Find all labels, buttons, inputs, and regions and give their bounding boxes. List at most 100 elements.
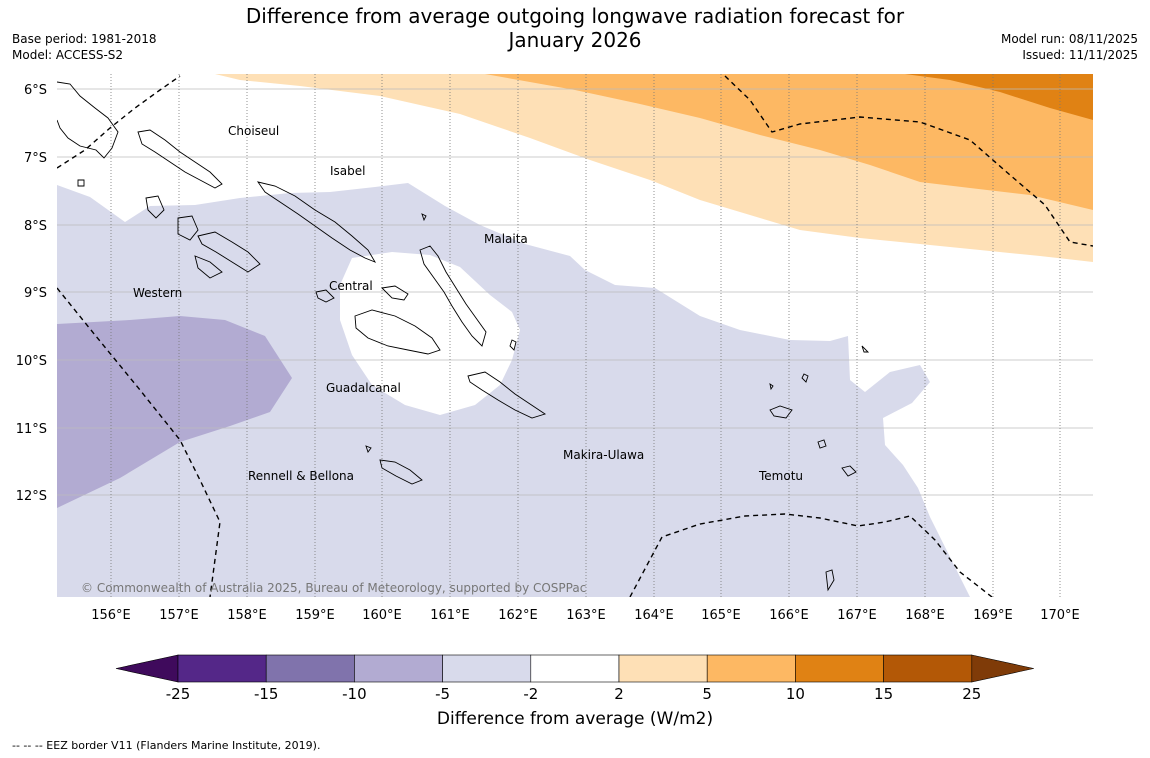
colorbar-tick-label: -5 bbox=[435, 685, 450, 703]
island-guadalcanal bbox=[354, 309, 441, 355]
lat-label: 9°S bbox=[24, 286, 47, 301]
anomaly-band-10-15 bbox=[905, 74, 1093, 120]
colorbar-swatch bbox=[883, 654, 973, 683]
latitude-gridlines bbox=[57, 88, 1093, 496]
lon-label: 158°E bbox=[227, 608, 267, 623]
island-russell bbox=[315, 289, 335, 303]
map-title: Difference from average outgoing longwav… bbox=[0, 4, 1150, 52]
colorbar-title: Difference from average (W/m2) bbox=[436, 709, 714, 729]
latitude-labels: 6°S 7°S 8°S 9°S 10°S 11°S 12°S bbox=[16, 83, 47, 504]
title-line-1: Difference from average outgoing longwav… bbox=[245, 4, 905, 28]
lon-label: 160°E bbox=[362, 608, 402, 623]
island-small-5 bbox=[365, 445, 372, 453]
lon-label: 166°E bbox=[769, 608, 809, 623]
region-label-choiseul: Choiseul bbox=[228, 124, 279, 138]
colorbar-swatch bbox=[530, 654, 620, 683]
base-period: Base period: 1981-2018 bbox=[12, 32, 157, 46]
colorbar-extend-low bbox=[115, 654, 179, 683]
region-label-temotu: Temotu bbox=[758, 469, 803, 483]
lat-label: 12°S bbox=[16, 489, 47, 504]
region-label-malaita: Malaita bbox=[484, 232, 528, 246]
island-new-georgia bbox=[177, 215, 261, 279]
region-label-makira-ulawa: Makira-Ulawa bbox=[563, 448, 644, 462]
map: Choiseul Isabel Malaita Western Central … bbox=[16, 74, 1093, 623]
island-bougainville bbox=[57, 81, 119, 159]
island-vanikoro bbox=[841, 465, 857, 477]
lon-label: 156°E bbox=[91, 608, 131, 623]
colorbar-extend-high bbox=[971, 654, 1034, 683]
colorbar-tick-label: -2 bbox=[523, 685, 538, 703]
lon-label: 162°E bbox=[498, 608, 538, 623]
colorbar-swatch bbox=[706, 654, 796, 683]
meta-left: Base period: 1981-2018 Model: ACCESS-S2 bbox=[12, 31, 157, 63]
island-tikopia bbox=[825, 569, 835, 592]
islands bbox=[57, 81, 870, 592]
island-malaita bbox=[419, 245, 487, 347]
colorbar-tick-label: -15 bbox=[254, 685, 279, 703]
eez-borders bbox=[57, 75, 1093, 597]
colorbar-tick-label: 15 bbox=[874, 685, 893, 703]
longitude-labels: 156°E 157°E 158°E 159°E 160°E 161°E 162°… bbox=[91, 608, 1080, 623]
eez-border-north-east bbox=[724, 75, 1093, 247]
lat-label: 6°S bbox=[24, 83, 47, 98]
lon-label: 169°E bbox=[973, 608, 1013, 623]
colorbar-tick-label: 25 bbox=[962, 685, 981, 703]
region-label-central: Central bbox=[329, 279, 373, 293]
colorbar-tick-label: 10 bbox=[786, 685, 805, 703]
colorbar-swatch bbox=[265, 654, 355, 683]
colorbar-swatch bbox=[354, 654, 443, 683]
meta-right: Model run: 08/11/2025 Issued: 11/11/2025 bbox=[1001, 31, 1138, 63]
lon-label: 164°E bbox=[634, 608, 674, 623]
colorbar-swatch bbox=[177, 654, 267, 683]
lon-label: 157°E bbox=[159, 608, 199, 623]
region-label-guadalcanal: Guadalcanal bbox=[326, 381, 401, 395]
lon-label: 163°E bbox=[566, 608, 606, 623]
region-label-isabel: Isabel bbox=[330, 164, 365, 178]
eez-footnote: -- -- -- EEZ border V11 (Flanders Marine… bbox=[12, 739, 321, 752]
island-florida bbox=[381, 285, 409, 301]
island-small-6 bbox=[77, 179, 85, 187]
island-choiseul bbox=[137, 129, 223, 189]
eez-border-south bbox=[629, 513, 993, 597]
model-name: Model: ACCESS-S2 bbox=[12, 48, 124, 62]
colorbar-swatch bbox=[795, 654, 884, 683]
island-small-3 bbox=[509, 339, 517, 351]
island-reef bbox=[801, 373, 809, 383]
island-small-1 bbox=[769, 383, 774, 391]
region-labels: Choiseul Isabel Malaita Western Central … bbox=[133, 124, 803, 483]
lat-label: 10°S bbox=[16, 354, 47, 369]
colorbar-swatch bbox=[442, 654, 532, 683]
region-label-western: Western bbox=[133, 286, 182, 300]
map-plot-area: Choiseul Isabel Malaita Western Central … bbox=[57, 74, 1093, 597]
colorbar-tick-label: 2 bbox=[614, 685, 624, 703]
region-label-rennell-bellona: Rennell & Bellona bbox=[248, 469, 354, 483]
island-rennell bbox=[379, 459, 423, 485]
lat-label: 11°S bbox=[16, 422, 47, 437]
lon-label: 159°E bbox=[295, 608, 335, 623]
island-vella-lavella bbox=[145, 195, 165, 219]
lon-label: 161°E bbox=[430, 608, 470, 623]
lon-label: 165°E bbox=[701, 608, 741, 623]
anomaly-band-5-10 bbox=[485, 74, 1093, 210]
island-makira bbox=[467, 371, 547, 419]
island-santa-cruz bbox=[769, 405, 793, 419]
colorbar-segments bbox=[115, 654, 1034, 683]
island-utupua bbox=[817, 439, 827, 449]
colorbar-ticks: -25 -15 -10 -5 -2 2 5 10 15 25 bbox=[166, 685, 982, 703]
lat-label: 8°S bbox=[24, 219, 47, 234]
colorbar-tick-label: -10 bbox=[342, 685, 367, 703]
island-isabel bbox=[256, 181, 377, 263]
colorbar-tick-label: 5 bbox=[702, 685, 712, 703]
lon-label: 168°E bbox=[905, 608, 945, 623]
lon-label: 167°E bbox=[837, 608, 877, 623]
model-run: Model run: 08/11/2025 bbox=[1000, 32, 1138, 46]
island-small-4 bbox=[421, 213, 427, 222]
lat-label: 7°S bbox=[24, 151, 47, 166]
colorbar-swatch bbox=[618, 654, 708, 683]
copyright-notice: © Commonwealth of Australia 2025, Bureau… bbox=[81, 581, 586, 595]
longitude-gridlines bbox=[110, 74, 1061, 597]
colorbar-tick-label: -25 bbox=[166, 685, 191, 703]
lon-label: 170°E bbox=[1040, 608, 1080, 623]
colorbar: -25 -15 -10 -5 -2 2 5 10 15 25 bbox=[115, 654, 1034, 703]
anomaly-band-neg5-neg2 bbox=[57, 183, 970, 597]
